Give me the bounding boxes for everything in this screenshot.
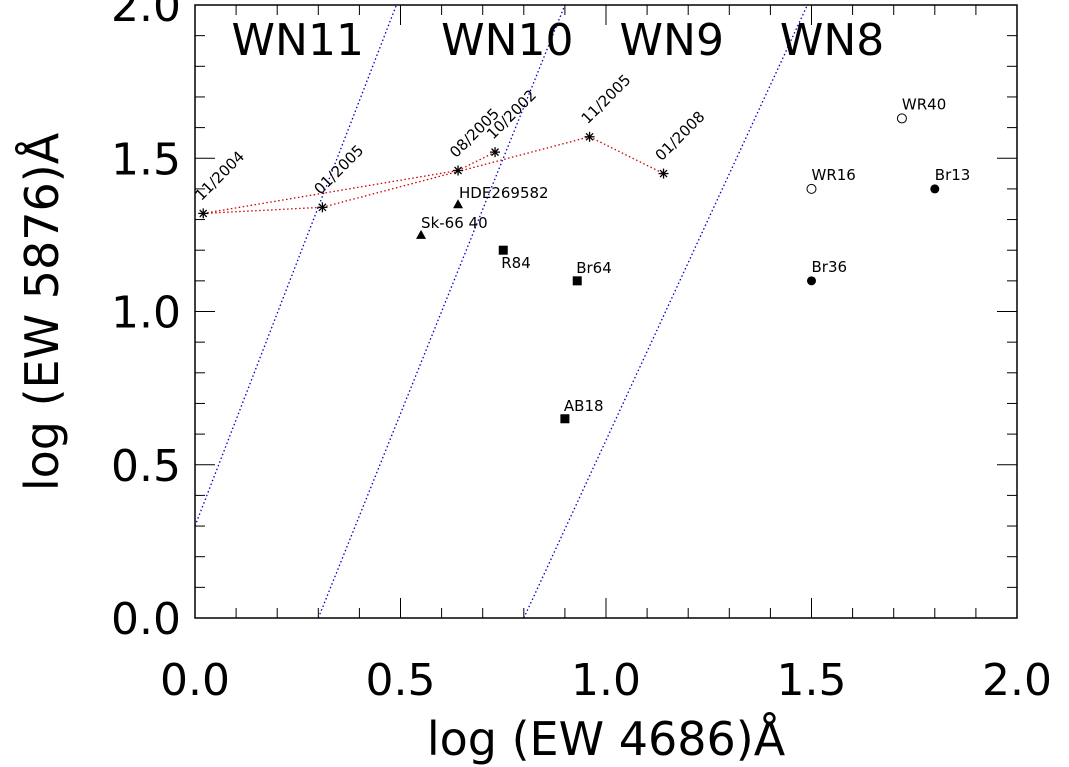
- axis-ticks: [194, 4, 1018, 619]
- point-label: WR40: [902, 95, 946, 113]
- epoch-marker-stroke: [199, 209, 208, 218]
- epoch-marker-stroke: [585, 132, 594, 141]
- triangle-marker: [453, 199, 464, 209]
- square-marker: [498, 245, 508, 255]
- epoch-label: 11/2005: [578, 71, 635, 128]
- y-tick-label: 1.5: [111, 134, 181, 185]
- boundary-lines: [195, 5, 808, 618]
- x-tick-label: 2.0: [982, 655, 1052, 706]
- triangle-marker: [416, 229, 427, 239]
- x-tick-label: 1.5: [777, 655, 847, 706]
- point-label: Br64: [576, 259, 612, 277]
- x-tick-label: 1.0: [571, 655, 641, 706]
- point-label: AB18: [564, 397, 604, 415]
- region-label: WN8: [780, 15, 884, 66]
- point-labels: 11/200408/200510/200201/200511/200501/20…: [191, 71, 970, 415]
- data-points: [198, 113, 940, 424]
- point-label: Br36: [812, 258, 848, 276]
- epoch-marker: [584, 131, 595, 142]
- square-marker: [560, 414, 570, 424]
- x-axis-title: log (EW 4686)Å: [427, 712, 786, 766]
- point-label: Sk-66 40: [421, 214, 488, 232]
- epoch-marker-stroke: [491, 148, 499, 157]
- region-label: WN11: [232, 15, 364, 66]
- epoch-marker-stroke: [454, 166, 462, 175]
- epoch-label: 01/2008: [652, 108, 709, 165]
- epoch-label: 11/2004: [191, 147, 248, 204]
- point-label: HDE269582: [459, 184, 549, 202]
- y-tick-label: 0.5: [111, 441, 181, 492]
- epoch-marker: [453, 165, 464, 176]
- track-segment-5: [589, 136, 664, 175]
- track-segment-1: [203, 169, 459, 215]
- track-segment-3: [203, 206, 323, 215]
- open-circle-marker: [896, 113, 907, 124]
- tick-labels: 0.0 0.5 1.0 1.5 2.0 0.0 0.5 1.0 1.5 2.0: [111, 0, 1052, 706]
- square-marker: [572, 276, 582, 286]
- y-tick-label: 2.0: [111, 0, 181, 32]
- epoch-track: [203, 136, 664, 215]
- x-tick-label: 0.0: [160, 655, 230, 706]
- region-label: WN10: [441, 15, 573, 66]
- filled-circle-marker: [807, 276, 816, 286]
- open-circle-marker: [806, 183, 817, 194]
- region-labels: WN11 WN10 WN9 WN8: [232, 15, 885, 66]
- point-label: R84: [501, 254, 531, 272]
- region-label: WN9: [620, 15, 724, 66]
- x-tick-label: 0.5: [366, 655, 436, 706]
- epoch-marker: [317, 202, 328, 213]
- y-tick-label: 0.0: [111, 594, 181, 645]
- filled-circle-marker: [930, 184, 940, 194]
- track-segment-2: [457, 151, 496, 172]
- y-axis-title: log (EW 5876)Å: [15, 132, 69, 491]
- point-label: WR16: [812, 166, 856, 184]
- epoch-marker: [658, 168, 669, 179]
- epoch-marker: [490, 147, 501, 158]
- y-tick-label: 1.0: [111, 288, 181, 339]
- epoch-marker-stroke: [318, 203, 327, 212]
- epoch-label: 01/2005: [311, 141, 368, 198]
- point-label: Br13: [935, 166, 971, 184]
- boundary-line-3: [523, 5, 808, 618]
- epoch-marker-stroke: [659, 169, 668, 178]
- boundary-line-1: [195, 5, 397, 527]
- epoch-marker: [198, 208, 209, 219]
